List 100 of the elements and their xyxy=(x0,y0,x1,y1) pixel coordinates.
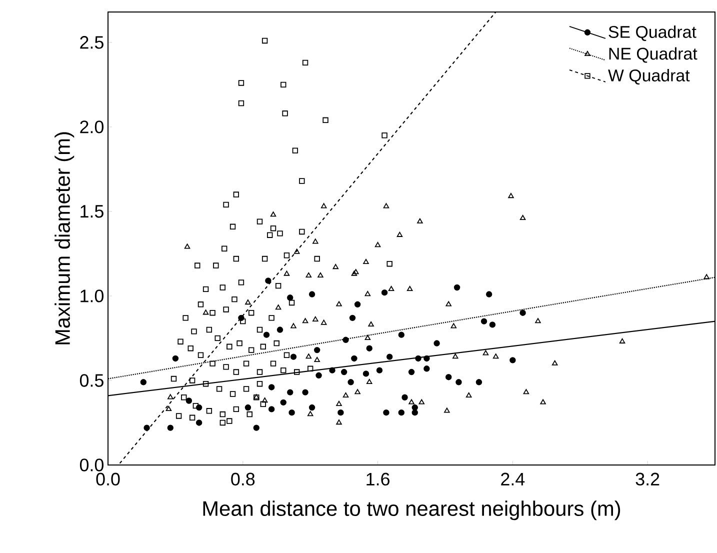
point xyxy=(386,354,393,360)
point xyxy=(349,314,356,322)
y-tick-label: 0.5 xyxy=(80,374,104,387)
point xyxy=(270,212,276,217)
point xyxy=(314,346,320,354)
point xyxy=(383,203,390,208)
point xyxy=(275,304,282,310)
point xyxy=(308,291,316,298)
point xyxy=(351,355,358,362)
point xyxy=(402,394,408,400)
point xyxy=(362,370,370,377)
point xyxy=(168,394,174,400)
point xyxy=(704,274,710,280)
point xyxy=(412,409,418,416)
point xyxy=(196,420,202,426)
point xyxy=(302,389,308,396)
point xyxy=(412,404,418,411)
point xyxy=(408,368,415,376)
point xyxy=(383,409,390,416)
point xyxy=(166,406,172,412)
point xyxy=(424,355,430,362)
point xyxy=(480,318,488,324)
point xyxy=(307,411,314,416)
point xyxy=(172,355,179,362)
x-tick-label: 0.0 xyxy=(96,472,120,486)
y-tick-label: 0.0 xyxy=(80,458,104,472)
x-tick-label: 2.4 xyxy=(501,472,525,486)
point xyxy=(398,332,404,338)
point xyxy=(354,301,361,308)
legend-label: SE Quadrat xyxy=(608,26,696,42)
point xyxy=(338,409,344,416)
point xyxy=(340,368,348,376)
point xyxy=(374,242,381,248)
x-tick-label: 0.8 xyxy=(231,472,255,486)
point xyxy=(268,406,275,412)
point xyxy=(336,419,342,425)
point xyxy=(336,400,342,406)
point xyxy=(354,389,360,394)
point xyxy=(510,357,516,364)
point xyxy=(312,238,318,244)
point xyxy=(444,408,450,413)
point xyxy=(552,360,558,366)
y-tick-label: 1.5 xyxy=(80,205,104,218)
point xyxy=(520,214,526,220)
y-axis-title: Maximum diameter (m) xyxy=(54,132,74,344)
point xyxy=(320,203,327,208)
point xyxy=(376,367,383,374)
point xyxy=(619,338,626,344)
point xyxy=(202,310,209,315)
y-tick-label: 2.5 xyxy=(80,36,104,49)
point xyxy=(265,278,272,284)
point xyxy=(320,320,327,325)
point xyxy=(263,332,270,338)
point xyxy=(476,379,482,386)
point xyxy=(489,322,496,328)
point xyxy=(253,424,260,431)
point xyxy=(245,299,251,305)
point xyxy=(366,378,372,384)
point xyxy=(306,272,312,278)
point xyxy=(254,394,260,400)
point xyxy=(520,310,526,316)
legend-label: W Quadrat xyxy=(608,69,690,85)
point xyxy=(290,354,297,360)
point xyxy=(348,379,354,386)
point xyxy=(184,244,190,249)
point xyxy=(366,345,372,352)
point xyxy=(144,424,150,431)
point xyxy=(492,354,499,359)
point xyxy=(388,286,394,292)
point xyxy=(314,356,320,362)
point xyxy=(342,336,349,343)
point xyxy=(418,399,424,404)
point xyxy=(452,354,458,359)
point xyxy=(446,301,452,306)
point xyxy=(415,355,422,362)
point xyxy=(290,323,296,328)
point xyxy=(364,334,371,340)
point xyxy=(456,379,462,386)
point xyxy=(523,389,530,394)
point xyxy=(268,384,275,390)
point xyxy=(396,232,403,237)
point xyxy=(398,409,404,416)
point xyxy=(364,291,371,296)
point xyxy=(434,340,440,346)
point xyxy=(540,399,546,404)
point xyxy=(454,284,460,291)
point xyxy=(288,409,295,416)
point xyxy=(294,248,300,254)
point xyxy=(535,318,541,324)
point xyxy=(262,398,268,403)
point xyxy=(312,316,318,322)
x-axis-title: Mean distance to two nearest neighbours (m) xyxy=(203,500,620,520)
point xyxy=(140,379,147,386)
point xyxy=(284,270,290,276)
point xyxy=(329,367,336,374)
point xyxy=(417,218,423,224)
point xyxy=(316,372,322,378)
legend-label: NE Quadrat xyxy=(609,47,698,63)
point xyxy=(368,321,374,327)
point xyxy=(302,318,308,324)
